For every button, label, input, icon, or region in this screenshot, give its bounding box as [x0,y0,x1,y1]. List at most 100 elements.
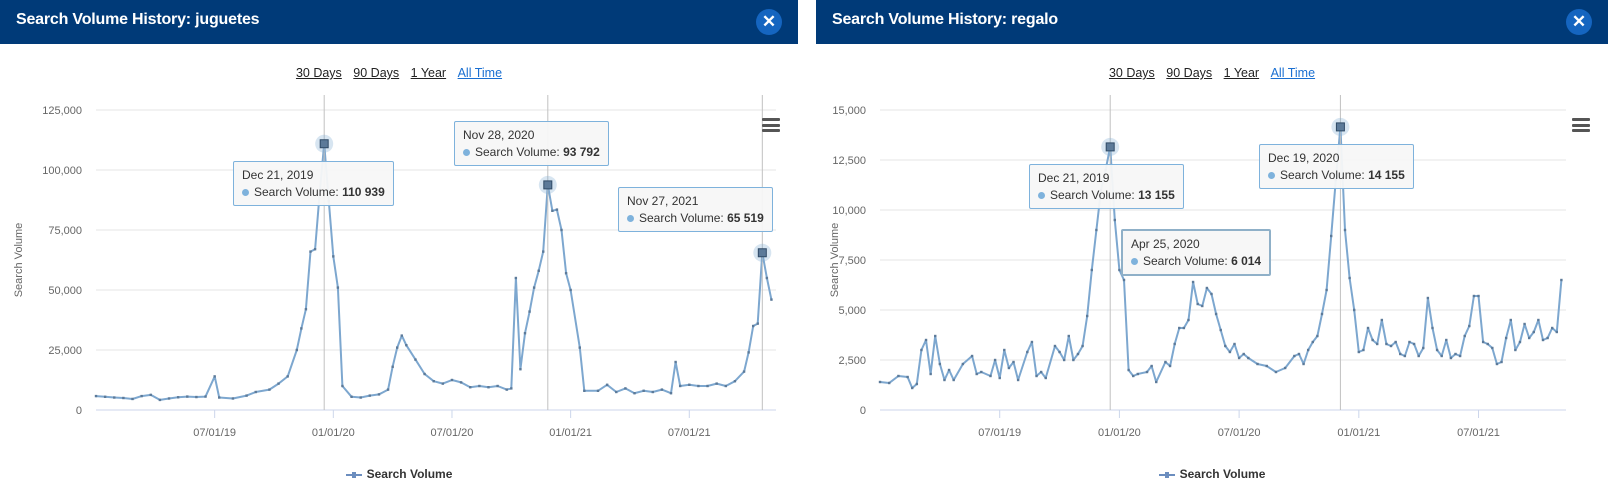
tooltip-label: Search Volume: [1050,188,1135,202]
tooltip-value: 13 155 [1138,188,1175,202]
data-point [1509,318,1512,322]
series-line [95,142,773,401]
data-point [1408,340,1411,344]
data-point [167,397,171,400]
data-point [555,208,559,211]
data-point [943,378,946,382]
data-point [386,388,390,391]
data-point [528,310,531,313]
y-tick-label: 25,000 [48,345,82,357]
data-point [1274,370,1278,374]
legend-swatch [345,471,362,478]
close-icon: ✕ [761,12,777,31]
range-90-days[interactable]: 90 Days [1166,66,1213,80]
close-button[interactable]: ✕ [756,9,782,35]
data-point [309,250,312,253]
data-point [924,338,928,342]
data-point [459,381,463,384]
data-point [414,358,417,361]
series-dot-icon [463,149,470,157]
legend-item[interactable]: Search Volume [0,467,798,481]
data-point [1518,340,1522,344]
data-point [1306,348,1310,352]
series-dot-icon [1038,192,1045,200]
data-point [756,322,759,325]
range-1-year[interactable]: 1 Year [1223,66,1260,80]
data-point [432,380,435,383]
tooltip-date: Nov 28, 2020 [463,128,535,142]
data-point [1376,342,1379,346]
data-point [1316,334,1319,338]
data-point [1164,360,1167,364]
data-point [1399,352,1402,356]
data-point [1265,364,1268,368]
data-point [706,384,709,388]
data-point [496,384,499,388]
data-point [336,286,340,289]
panel-header: Search Volume History: regalo ✕ [816,0,1608,44]
data-point [313,248,317,251]
data-point [1039,370,1043,374]
data-point [1219,328,1222,332]
data-point [1044,376,1047,380]
data-point [478,384,481,388]
tooltip: Dec 19, 2020 Search Volume: 14 155 [1259,144,1414,189]
range-30-days[interactable]: 30 Days [1108,66,1155,80]
data-point [1541,338,1545,342]
data-point [1550,326,1554,330]
range-30-days[interactable]: 30 Days [295,66,342,80]
data-point [1449,356,1453,360]
data-point [1030,340,1034,344]
data-point [1145,370,1149,374]
x-tick-label: 07/01/19 [978,427,1021,439]
data-point [733,380,737,383]
y-tick-label: 75,000 [48,225,82,237]
data-point [1297,352,1301,356]
range-all-time[interactable]: All Time [1270,66,1316,80]
y-axis-label: Search Volume [13,223,25,298]
range-all-time[interactable]: All Time [457,66,503,80]
data-point [359,396,362,399]
data-point [1053,344,1057,348]
data-point [906,375,909,379]
range-90-days[interactable]: 90 Days [353,66,400,80]
y-tick-label: 12,500 [832,155,866,167]
y-tick-label: 0 [860,405,866,417]
data-point [1122,278,1126,282]
hamburger-menu-icon[interactable] [1572,118,1590,132]
range-1-year[interactable]: 1 Year [410,66,447,80]
chart-juguetes: 0 25,000 50,000 75,000 100,000 125,000 07/01/1… [13,95,776,439]
legend-item[interactable]: Search Volume [816,467,1608,481]
data-point [624,387,627,390]
data-point [94,394,98,398]
data-point [1380,318,1384,322]
tooltip-date: Dec 21, 2019 [1038,171,1110,185]
data-point [1062,358,1066,362]
data-point [510,387,513,390]
data-point [1500,360,1503,364]
data-point [1472,294,1476,298]
data-point [970,354,974,358]
tooltip-value: 6 014 [1231,254,1262,268]
data-point [578,346,581,349]
data-point [975,372,978,376]
data-point [537,269,540,272]
highlighted-point [319,139,329,149]
data-point [596,389,600,392]
close-icon: ✕ [1571,12,1587,31]
tooltip: Nov 28, 2020 Search Volume: 93 792 [454,121,609,166]
data-point [1422,346,1425,350]
data-point [1394,340,1397,344]
x-tick-label: 07/01/21 [668,427,711,439]
y-tick-label: 5,000 [838,305,866,317]
hamburger-menu-icon[interactable] [762,118,780,132]
data-point [1403,354,1407,358]
data-point [1426,296,1430,300]
tooltip: Apr 25, 2020 Search Volume: 6 014 [1121,229,1272,276]
data-point [697,384,700,388]
data-point [1187,318,1190,322]
tooltip-value: 14 155 [1368,168,1405,182]
data-point [1311,340,1314,344]
y-tick-label: 100,000 [42,165,82,177]
close-button[interactable]: ✕ [1566,9,1592,35]
